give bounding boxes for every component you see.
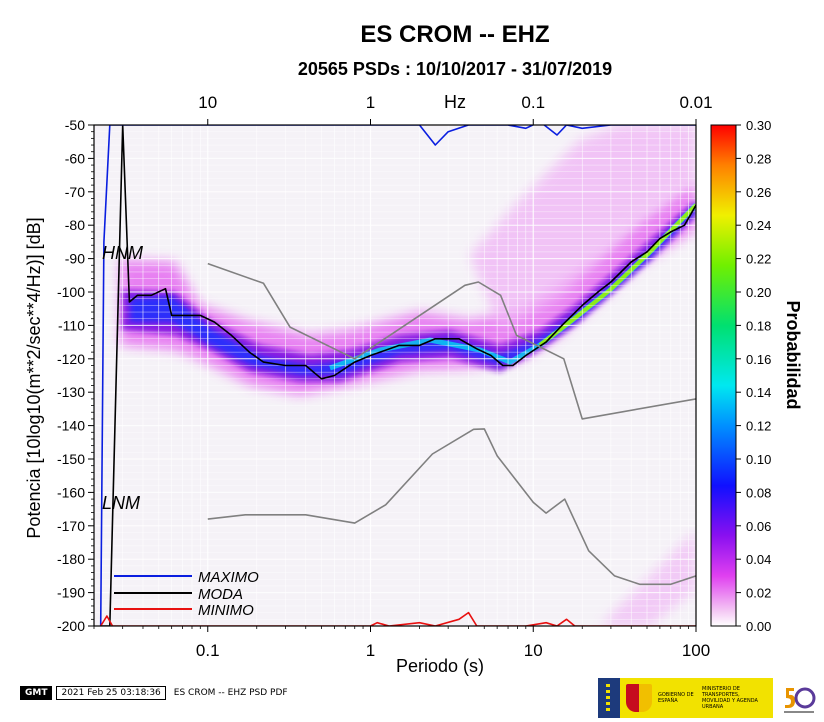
- legend-label-maximo: MAXIMO: [198, 569, 259, 586]
- series-hnm: [207, 262, 696, 420]
- colorbar-title: Probabilidad: [783, 300, 803, 409]
- colorbar-tick-label: 0.10: [746, 452, 771, 467]
- y-tick-label: -160: [57, 484, 85, 500]
- top-tick-label: 0.1: [521, 93, 545, 112]
- y-tick-label: -190: [57, 585, 85, 601]
- axes: -50 -60 -70 -80 -90 -100 -110 -120 -130 -140 -150 -…: [57, 93, 713, 660]
- y-tick-label: -60: [65, 150, 85, 166]
- y-tick-label: -50: [65, 117, 85, 133]
- timestamp: 2021 Feb 25 03:18:36: [56, 685, 166, 700]
- ministry-line1: GOBIERNO DE ESPAÑA: [658, 692, 694, 704]
- y-tick-label: -150: [57, 451, 85, 467]
- colorbar-tick-label: 0.04: [746, 552, 771, 567]
- colorbar-tick-label: 0.02: [746, 586, 771, 601]
- legend: MAXIMO MODA MINIMO: [114, 569, 259, 619]
- gmt-logo: GMT: [20, 685, 53, 700]
- colorbar-tick-label: 0.30: [746, 118, 771, 133]
- ministry-logo: GOBIERNO DE ESPAÑA MINISTERIO DE TRANSPO…: [598, 678, 773, 718]
- colorbar-tick-label: 0.16: [746, 352, 771, 367]
- series-minimo: [100, 611, 696, 626]
- x-tick-label: 100: [682, 641, 710, 660]
- y-tick-label: -120: [57, 351, 85, 367]
- colorbar-tick-label: 0.28: [746, 151, 771, 166]
- y-tick-label: -70: [65, 184, 85, 200]
- legend-label-minimo: MINIMO: [198, 602, 254, 619]
- ministry-line2: MINISTERIO DE TRANSPORTES, MOVILIDAD Y A…: [702, 686, 758, 710]
- top-axis-title: Hz: [444, 92, 466, 112]
- footer-stamp: GMT 2021 Feb 25 03:18:36 ES CROM -- EHZ …: [20, 685, 288, 700]
- colorbar-tick-label: 0.00: [746, 619, 771, 634]
- y-tick-label: -200: [57, 618, 85, 634]
- colorbar-tick-label: 0.18: [746, 318, 771, 333]
- colorbar-tick-label: 0.14: [746, 385, 771, 400]
- colorbar-tick-label: 0.06: [746, 519, 771, 534]
- top-tick-label: 1: [366, 93, 375, 112]
- eu-flag-icon: [598, 678, 620, 718]
- colorbar: [710, 124, 737, 627]
- series-layer: [99, 125, 696, 626]
- series-maximo: [99, 125, 696, 626]
- plot-frame: [93, 124, 697, 627]
- hnm-annotation: HNM: [102, 243, 143, 263]
- colorbar-tick-label: 0.26: [746, 185, 771, 200]
- x-tick-label: 0.1: [196, 641, 220, 660]
- top-tick-label: 10: [198, 93, 217, 112]
- y-tick-label: -90: [65, 251, 85, 267]
- legend-label-moda: MODA: [198, 586, 243, 603]
- chart-title: ES CROM -- EHZ: [360, 21, 549, 48]
- grid: [94, 125, 696, 626]
- colorbar-tick-label: 0.08: [746, 485, 771, 500]
- chart-subtitle: 20565 PSDs : 10/10/2017 - 31/07/2019: [298, 59, 612, 79]
- colorbar-tick-label: 0.22: [746, 252, 771, 267]
- y-tick-label: -80: [65, 217, 85, 233]
- coat-of-arms-icon: [626, 684, 652, 712]
- y-tick-label: -170: [57, 518, 85, 534]
- anniversary-logo-icon: [784, 687, 816, 713]
- y-axis-title: Potencia [10log10(m**2/sec**4/Hz)] [dB]: [24, 217, 44, 538]
- y-tick-label: -100: [57, 284, 85, 300]
- x-tick-label: 10: [524, 641, 543, 660]
- x-axis-title: Periodo (s): [396, 656, 484, 676]
- series-moda: [100, 125, 696, 626]
- y-tick-label: -110: [58, 317, 85, 333]
- series-lnm: [207, 428, 696, 586]
- x-tick-label: 1: [366, 641, 375, 660]
- y-tick-label: -140: [57, 418, 85, 434]
- top-tick-label: 0.01: [679, 93, 712, 112]
- y-tick-label: -180: [57, 551, 85, 567]
- lnm-annotation: LNM: [102, 493, 140, 513]
- colorbar-tick-label: 0.24: [746, 218, 771, 233]
- y-tick-label: -130: [57, 384, 85, 400]
- footer-caption: ES CROM -- EHZ PSD PDF: [173, 687, 288, 698]
- colorbar-tick-label: 0.12: [746, 419, 771, 434]
- colorbar-tick-label: 0.20: [746, 285, 771, 300]
- colorbar-axis: 0.00 0.02 0.04 0.06 0.08 0.10 0.12 0.14 0.16 0.18…: [736, 118, 771, 634]
